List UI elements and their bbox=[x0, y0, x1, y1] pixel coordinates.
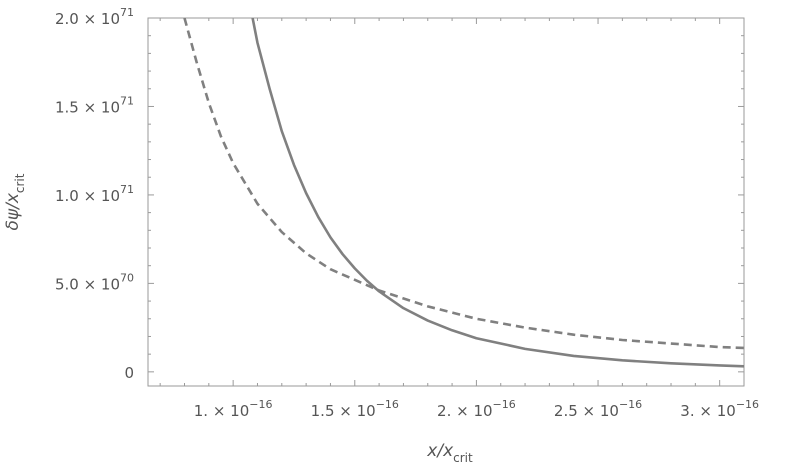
plot-frame bbox=[147, 17, 745, 387]
x-tick-exponent: −16 bbox=[493, 398, 516, 411]
x-tick-exponent: −16 bbox=[619, 398, 642, 411]
y-tick-label: 0 bbox=[124, 364, 134, 382]
x-axis-title: x/xcrit bbox=[426, 441, 473, 465]
x-tick-label: 2.5 × 10−16 bbox=[554, 398, 642, 420]
x-tick-mantissa: 2. × 10 bbox=[437, 402, 493, 420]
y-tick-exponent: 71 bbox=[120, 6, 134, 19]
y-tick-label: 1.0 × 1071 bbox=[55, 183, 134, 205]
y-tick-mantissa: 0 bbox=[124, 364, 134, 382]
series-group bbox=[183, 18, 744, 368]
x-tick-mantissa: 1. × 10 bbox=[194, 402, 250, 420]
y-axis-title-main: δψ/x bbox=[3, 192, 23, 230]
y-tick-mantissa: 2.0 × 10 bbox=[55, 10, 120, 28]
x-tick-exponent: −16 bbox=[249, 398, 272, 411]
dashed-series-line bbox=[183, 18, 744, 350]
x-tick-mantissa: 3. × 10 bbox=[680, 402, 736, 420]
y-axis-title-sub: crit bbox=[13, 173, 27, 193]
solid-series-line bbox=[251, 18, 744, 368]
x-tick-exponent: −16 bbox=[736, 398, 759, 411]
y-tick-mantissa: 5.0 × 10 bbox=[55, 275, 120, 293]
y-tick-label: 1.5 × 1071 bbox=[55, 94, 134, 116]
x-tick-mantissa: 2.5 × 10 bbox=[554, 402, 619, 420]
plot-border bbox=[147, 17, 745, 387]
y-axis-title: δψ/xcrit bbox=[3, 173, 27, 230]
x-tick-mantissa: 1.5 × 10 bbox=[311, 402, 376, 420]
x-tick-exponent: −16 bbox=[376, 398, 399, 411]
x-tick-label: 3. × 10−16 bbox=[680, 398, 759, 420]
y-tick-label: 2.0 × 1071 bbox=[55, 6, 134, 28]
y-tick-label: 5.0 × 1070 bbox=[55, 271, 134, 293]
y-tick-exponent: 71 bbox=[120, 94, 134, 107]
y-tick-mantissa: 1.0 × 10 bbox=[55, 187, 120, 205]
y-tick-exponent: 71 bbox=[120, 183, 134, 196]
x-tick-label: 1.5 × 10−16 bbox=[311, 398, 399, 420]
x-axis-title-sub: crit bbox=[453, 451, 473, 465]
x-tick-label: 2. × 10−16 bbox=[437, 398, 516, 420]
x-axis-title-main: x/x bbox=[426, 441, 454, 461]
y-tick-mantissa: 1.5 × 10 bbox=[55, 98, 120, 116]
y-tick-exponent: 70 bbox=[120, 271, 134, 284]
x-axis: 1. × 10−16 1.5 × 10−16 2. × 10−16 2.5 × 10−… bbox=[194, 398, 759, 420]
x-tick-label: 1. × 10−16 bbox=[194, 398, 273, 420]
